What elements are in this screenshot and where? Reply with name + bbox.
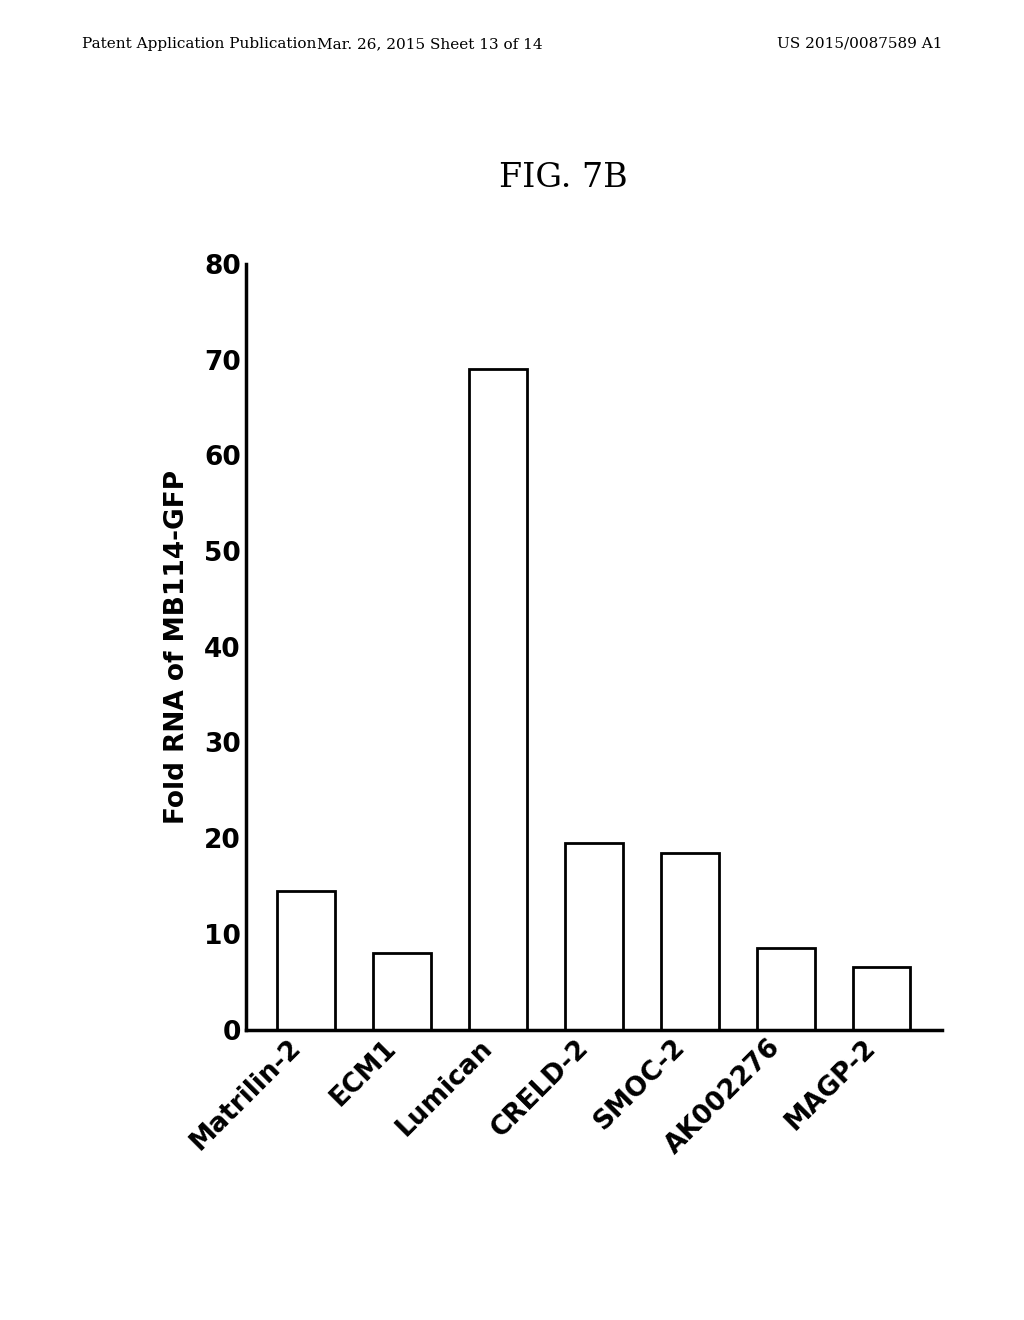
Bar	[469, 370, 526, 1030]
Bar	[374, 953, 431, 1030]
Text: US 2015/0087589 A1: US 2015/0087589 A1	[776, 37, 942, 51]
Bar	[278, 891, 335, 1030]
Y-axis label: Fold RNA of MB114-GFP: Fold RNA of MB114-GFP	[164, 470, 190, 824]
Bar	[853, 968, 910, 1030]
Text: FIG. 7B: FIG. 7B	[499, 162, 628, 194]
Bar	[757, 948, 814, 1030]
Text: Mar. 26, 2015 Sheet 13 of 14: Mar. 26, 2015 Sheet 13 of 14	[317, 37, 543, 51]
Bar	[662, 853, 719, 1030]
Bar	[565, 843, 623, 1030]
Text: Patent Application Publication: Patent Application Publication	[82, 37, 316, 51]
